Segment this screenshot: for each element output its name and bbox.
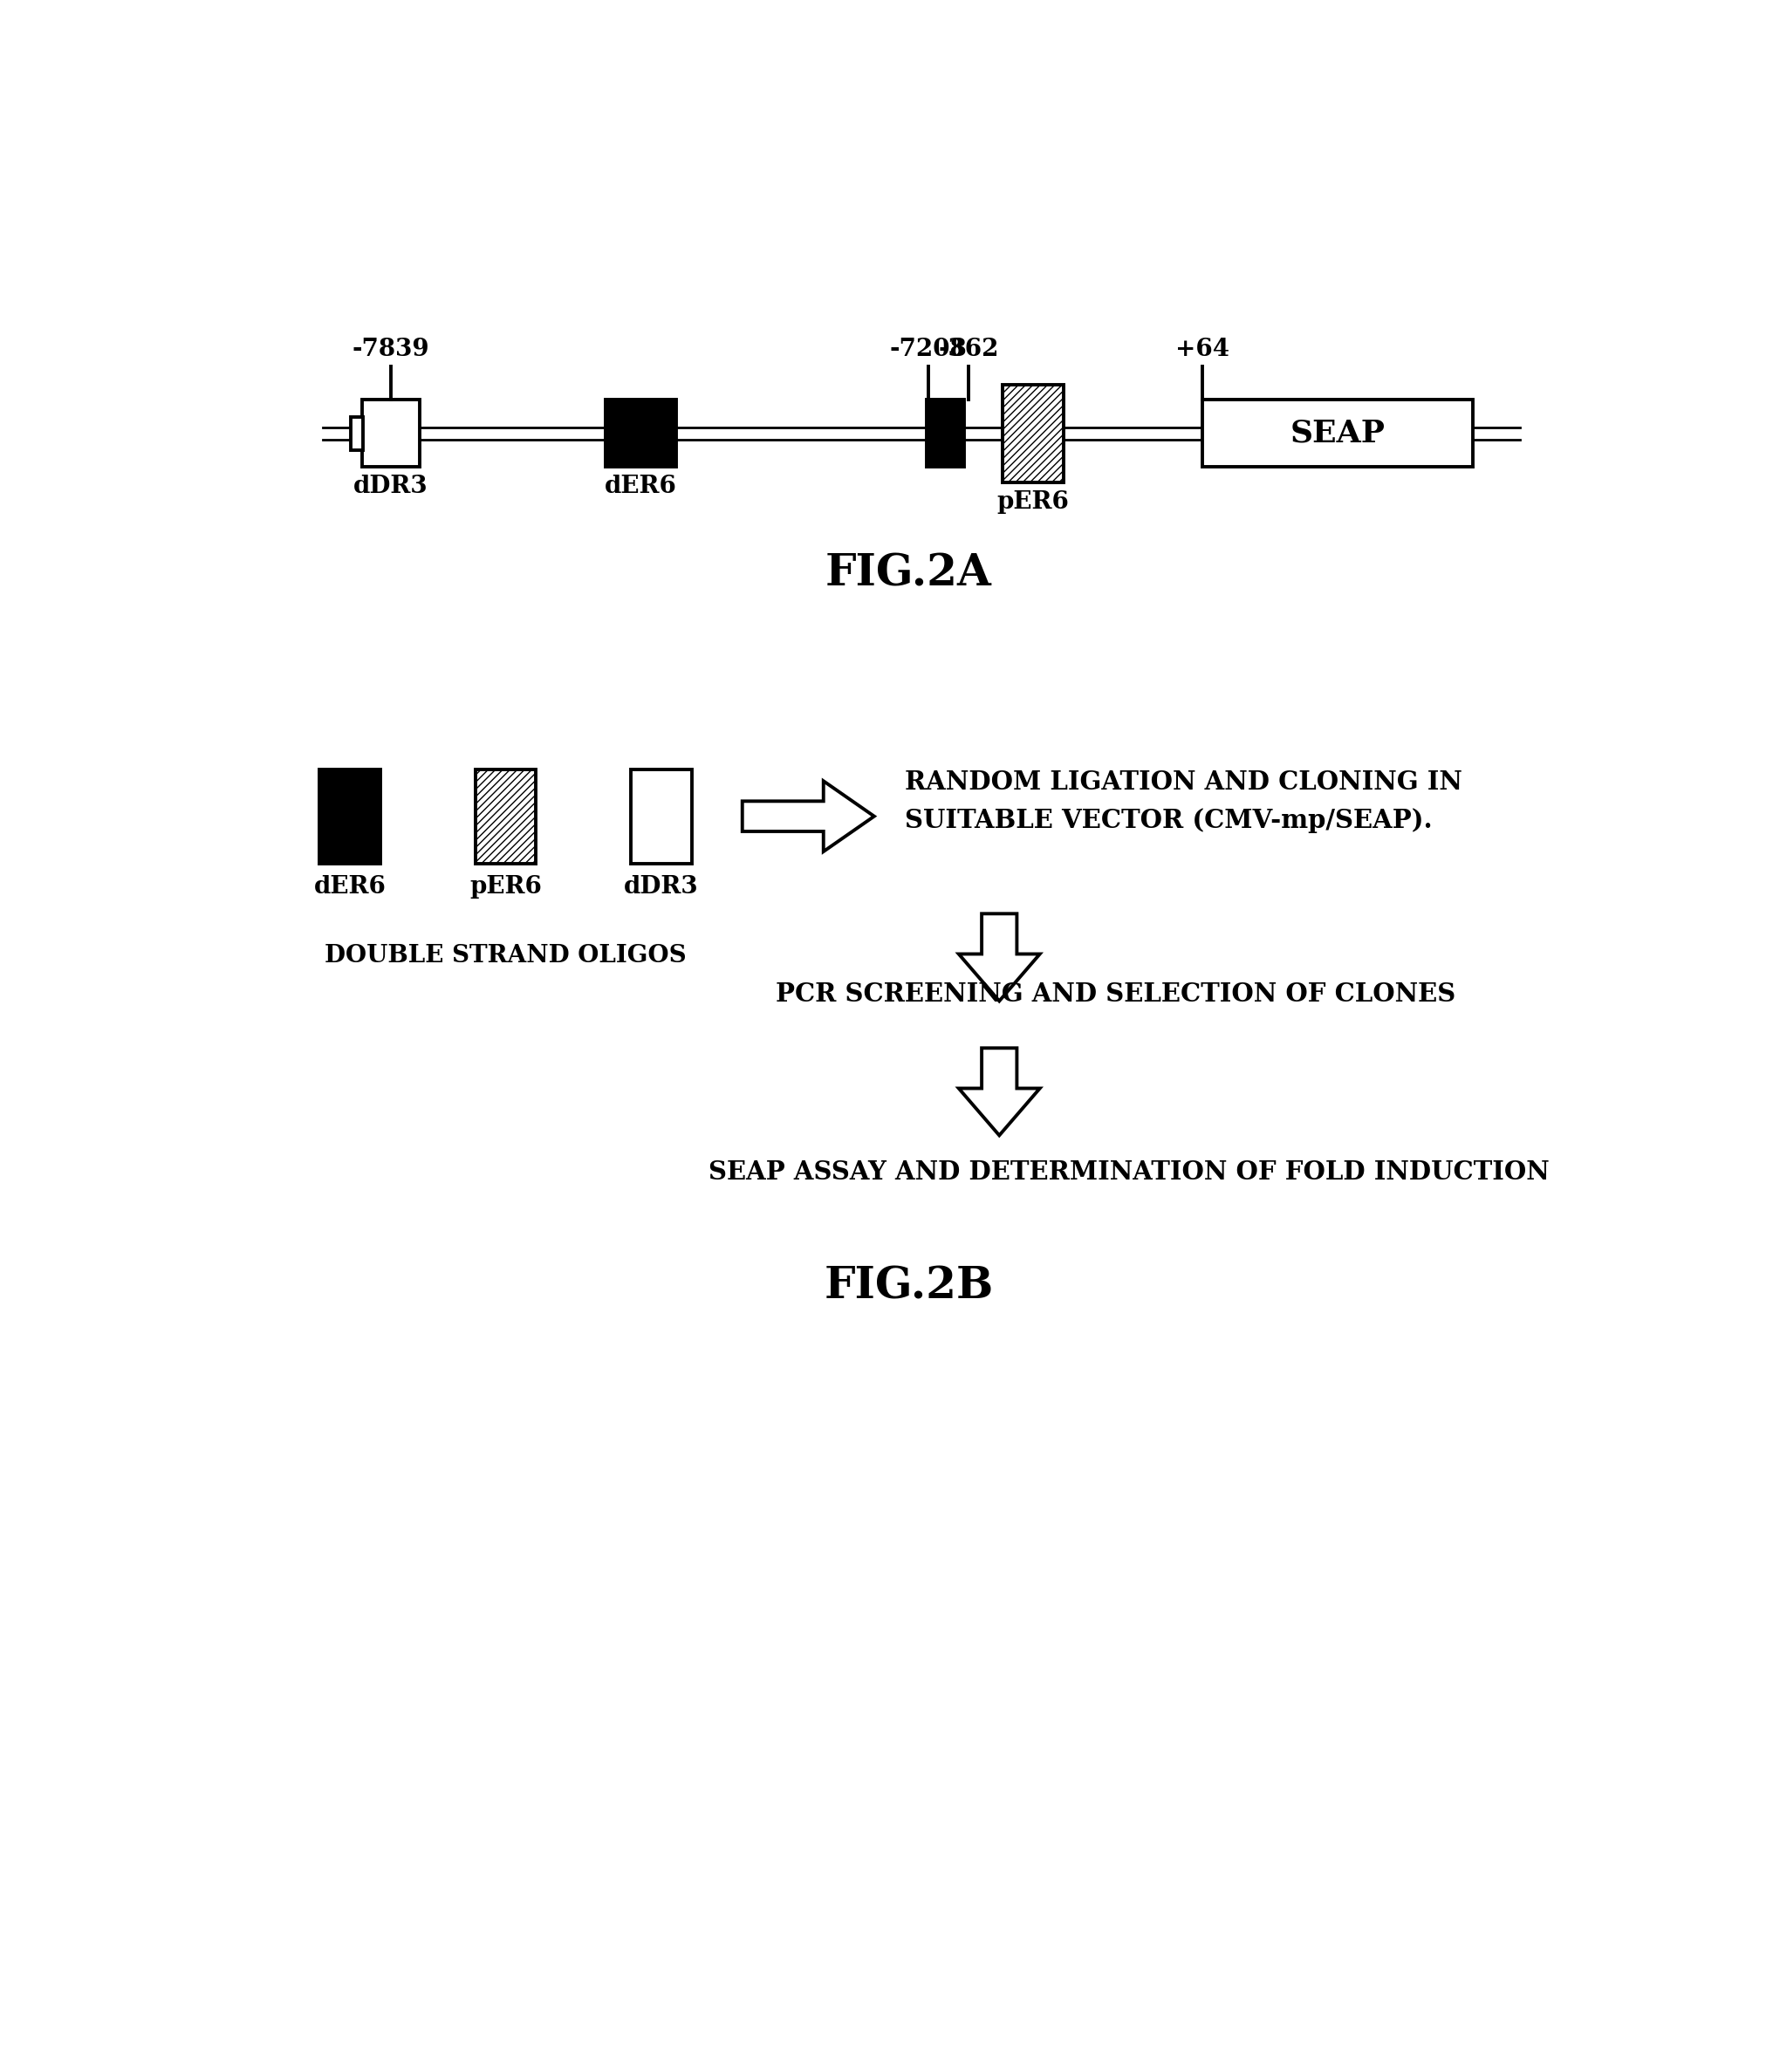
Text: PCR SCREENING AND SELECTION OF CLONES: PCR SCREENING AND SELECTION OF CLONES	[777, 982, 1456, 1007]
Text: +64: +64	[1175, 338, 1229, 361]
Text: SEAP: SEAP	[1291, 419, 1385, 448]
Polygon shape	[959, 914, 1039, 1001]
Text: FIG.2A: FIG.2A	[826, 553, 991, 597]
Bar	[927, 400, 965, 466]
Text: SEAP ASSAY AND DETERMINATION OF FOLD INDUCTION: SEAP ASSAY AND DETERMINATION OF FOLD IND…	[709, 1160, 1550, 1185]
Bar	[362, 400, 420, 466]
Text: RANDOM LIGATION AND CLONING IN: RANDOM LIGATION AND CLONING IN	[904, 769, 1463, 796]
Bar	[1004, 385, 1064, 483]
Text: SUITABLE VECTOR (CMV-mp/SEAP).: SUITABLE VECTOR (CMV-mp/SEAP).	[904, 808, 1433, 833]
Text: pER6: pER6	[470, 874, 543, 899]
Text: dDR3: dDR3	[353, 474, 427, 499]
Text: dDR3: dDR3	[624, 874, 699, 899]
Text: FIG.2B: FIG.2B	[824, 1266, 993, 1307]
Polygon shape	[743, 781, 874, 852]
Text: -362: -362	[938, 338, 1000, 361]
Text: pER6: pER6	[996, 491, 1069, 514]
Bar	[605, 400, 676, 466]
Bar	[319, 769, 381, 864]
Text: DOUBLE STRAND OLIGOS: DOUBLE STRAND OLIGOS	[324, 945, 686, 968]
Bar	[1202, 400, 1473, 466]
Bar	[631, 769, 691, 864]
Text: -7208: -7208	[890, 338, 966, 361]
Text: -7839: -7839	[353, 338, 429, 361]
Polygon shape	[959, 1048, 1039, 1135]
Text: dER6: dER6	[605, 474, 677, 499]
Text: dER6: dER6	[314, 874, 387, 899]
Bar	[351, 416, 363, 450]
Bar	[475, 769, 535, 864]
